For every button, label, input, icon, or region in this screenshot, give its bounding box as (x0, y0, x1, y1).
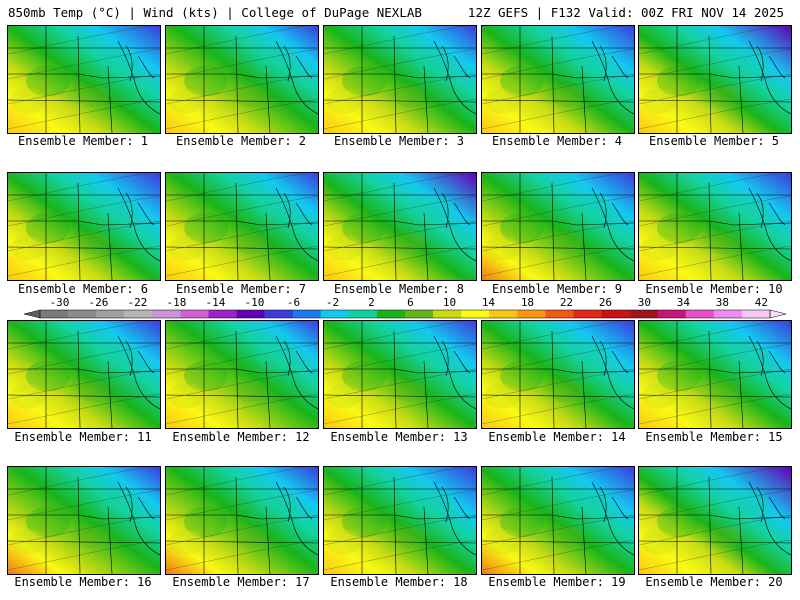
colorbar-swatch (68, 310, 97, 318)
colorbar-swatch (40, 310, 69, 318)
ensemble-member-12-map (165, 320, 319, 429)
ensemble-member-13-label: Ensemble Member: 13 (330, 430, 468, 444)
colorbar-swatch (320, 310, 350, 318)
colorbar-swatch (405, 310, 434, 318)
ensemble-member-11-map (7, 320, 161, 429)
ensemble-member-1-label: Ensemble Member: 1 (17, 134, 149, 148)
colorbar-tick-label: 26 (599, 296, 612, 309)
temperature-colorbar: -30 -26 -22 -18 -14 -10 -6 -2 2 6 10 14 18 22 26 30 34 38… (23, 296, 787, 319)
ensemble-member-19-label: Ensemble Member: 19 (488, 575, 626, 589)
ensemble-member-15-label: Ensemble Member: 15 (645, 430, 783, 444)
colorbar-swatch (489, 310, 518, 318)
colorbar-swatch (236, 310, 265, 318)
colorbar-swatch (601, 310, 630, 318)
colorbar-swatch (545, 310, 574, 318)
ensemble-member-13-map (323, 320, 477, 429)
colorbar-tick-label: -2 (326, 296, 339, 309)
ensemble-member-12-label: Ensemble Member: 12 (172, 430, 310, 444)
colorbar-swatch (124, 310, 153, 318)
colorbar-swatch (96, 310, 125, 318)
ensemble-member-11-label: Ensemble Member: 11 (14, 430, 152, 444)
ensemble-member-14-map (481, 320, 635, 429)
colorbar-tick-label: -6 (287, 296, 300, 309)
colorbar-swatch (264, 310, 293, 318)
colorbar-tick-label: 38 (716, 296, 729, 309)
ensemble-member-18-label: Ensemble Member: 18 (330, 575, 468, 589)
colorbar-swatch (461, 310, 490, 318)
chart-title-right: 12Z GEFS | F132 Valid: 00Z FRI NOV 14 20… (467, 5, 784, 20)
colorbar-tick-label: 10 (443, 296, 456, 309)
ensemble-member-18-map (323, 466, 477, 575)
colorbar-swatch (376, 310, 406, 318)
ensemble-member-3-map (323, 25, 477, 134)
ensemble-member-9-map (481, 172, 635, 281)
chart-title-left: 850mb Temp (°C) | Wind (kts) | College o… (8, 5, 422, 20)
ensemble-member-14-label: Ensemble Member: 14 (488, 430, 626, 444)
colorbar-swatch (292, 310, 322, 318)
colorbar-tick-label: -30 (50, 296, 70, 309)
ensemble-member-20-label: Ensemble Member: 20 (645, 575, 783, 589)
colorbar-tick-label: 22 (560, 296, 573, 309)
ensemble-member-1-map (7, 25, 161, 134)
ensemble-member-7-label: Ensemble Member: 7 (175, 282, 307, 296)
colorbar-swatch (348, 310, 378, 318)
ensemble-member-9-label: Ensemble Member: 9 (491, 282, 623, 296)
ensemble-member-2-map (165, 25, 319, 134)
colorbar-swatch (180, 310, 209, 318)
colorbar-swatch (152, 310, 181, 318)
colorbar-tick-label: 2 (368, 296, 375, 309)
ensemble-member-17-label: Ensemble Member: 17 (172, 575, 310, 589)
ensemble-member-8-label: Ensemble Member: 8 (333, 282, 465, 296)
ensemble-member-2-label: Ensemble Member: 2 (175, 134, 307, 148)
colorbar-tick-label: 34 (677, 296, 691, 309)
colorbar-tick-label: -26 (89, 296, 109, 309)
ensemble-member-15-map (638, 320, 792, 429)
colorbar-tick-label: 14 (482, 296, 496, 309)
ensemble-member-4-label: Ensemble Member: 4 (491, 134, 623, 148)
ensemble-member-3-label: Ensemble Member: 3 (333, 134, 465, 148)
ensemble-member-20-map (638, 466, 792, 575)
colorbar-tick-label: 18 (521, 296, 534, 309)
colorbar-tick-label: 6 (407, 296, 414, 309)
ensemble-member-16-map (7, 466, 161, 575)
colorbar-tick-label: 42 (755, 296, 768, 309)
ensemble-member-6-label: Ensemble Member: 6 (17, 282, 149, 296)
colorbar-swatch (629, 310, 658, 318)
ensemble-member-7-map (165, 172, 319, 281)
ensemble-member-19-map (481, 466, 635, 575)
ensemble-member-8-map (323, 172, 477, 281)
ensemble-member-10-map (638, 172, 792, 281)
colorbar-swatch (713, 310, 743, 318)
ensemble-member-4-map (481, 25, 635, 134)
colorbar-swatch (517, 310, 546, 318)
colorbar-tick-label: -22 (128, 296, 148, 309)
colorbar-tick-label: -18 (167, 296, 187, 309)
colorbar-tick-label: -14 (206, 296, 226, 309)
colorbar-tick-label: -10 (245, 296, 265, 309)
ensemble-member-5-map (638, 25, 792, 134)
ensemble-member-6-map (7, 172, 161, 281)
colorbar-swatch (685, 310, 715, 318)
colorbar-swatch (657, 310, 687, 318)
colorbar-swatch (741, 310, 771, 318)
colorbar-swatch (573, 310, 602, 318)
colorbar-swatch (208, 310, 237, 318)
colorbar-swatch (433, 310, 462, 318)
ensemble-member-5-label: Ensemble Member: 5 (648, 134, 780, 148)
colorbar-tick-label: 30 (638, 296, 651, 309)
ensemble-member-17-map (165, 466, 319, 575)
ensemble-member-16-label: Ensemble Member: 16 (14, 575, 152, 589)
ensemble-member-10-label: Ensemble Member: 10 (645, 282, 783, 296)
